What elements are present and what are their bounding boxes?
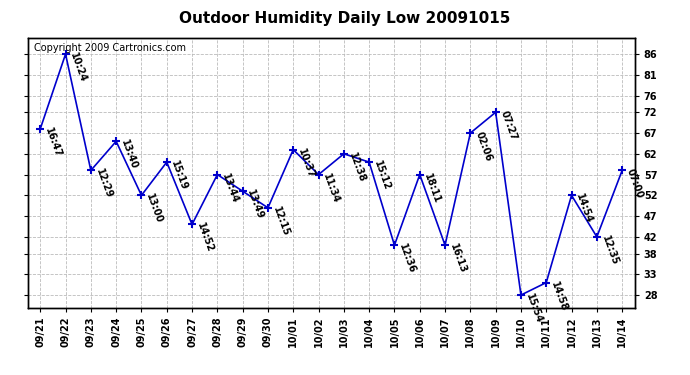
Text: 18:11: 18:11	[422, 172, 442, 204]
Text: 12:36: 12:36	[397, 242, 417, 275]
Text: 14:52: 14:52	[195, 222, 215, 254]
Text: 13:44: 13:44	[220, 172, 240, 204]
Text: 12:29: 12:29	[94, 168, 114, 200]
Text: Copyright 2009 Cartronics.com: Copyright 2009 Cartronics.com	[34, 43, 186, 53]
Text: 10:37: 10:37	[296, 147, 316, 179]
Text: 13:00: 13:00	[144, 193, 164, 225]
Text: 11:34: 11:34	[322, 172, 342, 204]
Text: 07:00: 07:00	[625, 168, 645, 200]
Text: 07:27: 07:27	[498, 110, 518, 142]
Text: 16:47: 16:47	[43, 126, 63, 159]
Text: 15:19: 15:19	[170, 159, 190, 192]
Text: 02:06: 02:06	[473, 130, 493, 163]
Text: 15:12: 15:12	[372, 159, 392, 192]
Text: 10:24: 10:24	[68, 51, 88, 84]
Text: 12:38: 12:38	[346, 151, 366, 184]
Text: 14:58: 14:58	[549, 280, 569, 312]
Text: 16:13: 16:13	[448, 242, 468, 275]
Text: 13:49: 13:49	[246, 188, 266, 221]
Text: 14:54: 14:54	[574, 193, 594, 225]
Text: 15:54: 15:54	[524, 292, 544, 325]
Text: Outdoor Humidity Daily Low 20091015: Outdoor Humidity Daily Low 20091015	[179, 11, 511, 26]
Text: 12:15: 12:15	[270, 205, 290, 238]
Text: 13:40: 13:40	[119, 139, 139, 171]
Text: 12:35: 12:35	[600, 234, 620, 267]
